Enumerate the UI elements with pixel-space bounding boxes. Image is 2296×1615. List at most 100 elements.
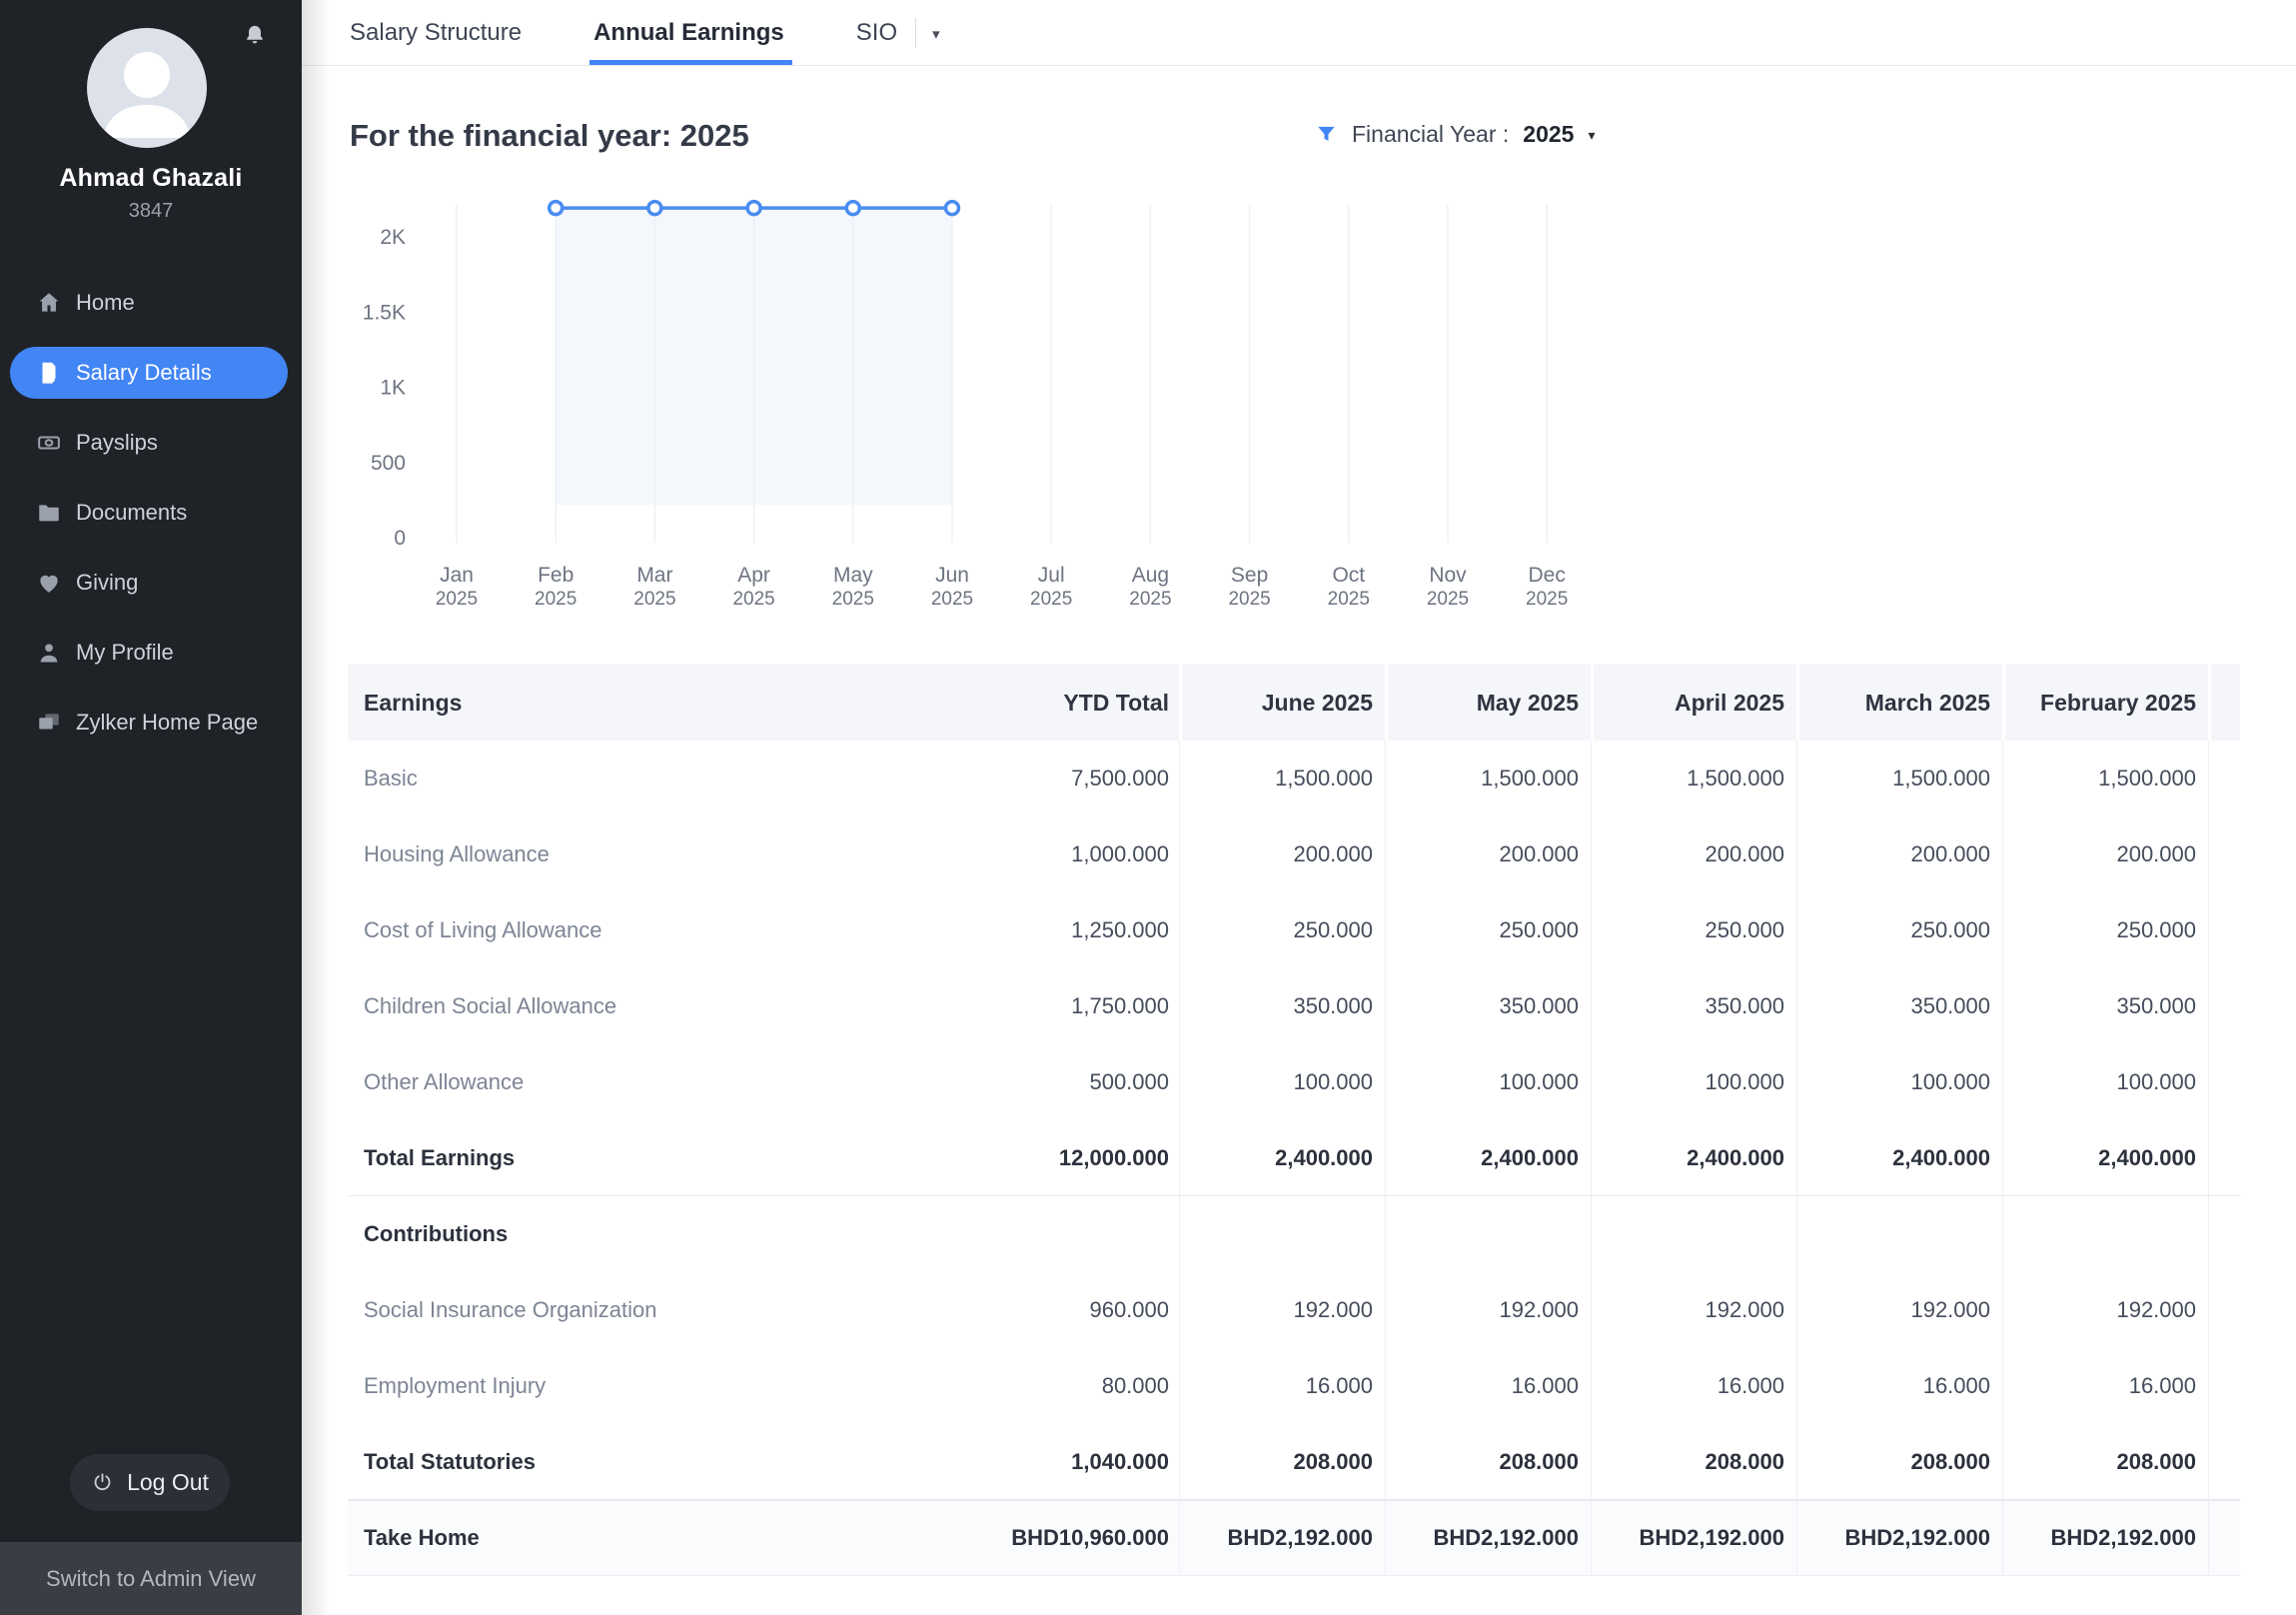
table-row: Cost of Living Allowance 1,250.000 250.000… — [348, 892, 2240, 968]
month-value — [1796, 1196, 2002, 1272]
row-label: Total Statutories — [364, 1448, 536, 1474]
month-value: 350.000 — [1591, 968, 1796, 1044]
my-profile-icon — [36, 640, 62, 666]
month-value: 100.000 — [1179, 1044, 1385, 1120]
column-header: May 2025 — [1385, 665, 1591, 741]
earnings-table-body: Basic 7,500.000 1,500.000 1,500.000 1,500.00… — [348, 741, 2240, 1576]
x-tick-month: Nov — [1429, 564, 1467, 587]
ytd-value: 1,040.000 — [1071, 1448, 1169, 1474]
row-label: Cost of Living Allowance — [364, 917, 602, 942]
row-sliver — [2208, 1120, 2240, 1195]
financial-year-filter[interactable]: Financial Year : 2025 ▾ — [1315, 121, 1595, 148]
x-tick-month: Sep — [1231, 564, 1268, 587]
y-tick-label: 1.5K — [363, 301, 406, 324]
data-point-marker — [844, 199, 862, 217]
month-value: 1,500.000 — [2002, 741, 2208, 816]
row-label: Take Home — [348, 1501, 1009, 1575]
y-tick-label: 500 — [371, 452, 406, 475]
zylker-home-icon — [36, 710, 62, 736]
ytd-value — [1009, 1196, 1179, 1272]
x-tick-year: 2025 — [931, 589, 973, 610]
sidebar: Ahmad Ghazali 3847 Home Salary Details P… — [0, 0, 302, 1615]
row-label: Children Social Allowance — [364, 993, 617, 1018]
month-value: 250.000 — [1591, 892, 1796, 968]
month-value: 350.000 — [2002, 968, 2208, 1044]
month-value: 250.000 — [1179, 892, 1385, 968]
row-label: Contributions — [364, 1221, 509, 1246]
sidebar-item-zylker-home-page[interactable]: Zylker Home Page — [0, 688, 302, 758]
x-tick-month: Jan — [440, 564, 474, 587]
y-tick-label: 2K — [380, 226, 406, 249]
sidebar-item-giving[interactable]: Giving — [0, 548, 302, 618]
filter-value: 2025 — [1523, 121, 1575, 147]
y-tick-label: 1K — [380, 377, 406, 400]
month-value: 2,400.000 — [1796, 1120, 2002, 1195]
tabs-dropdown-caret-icon[interactable]: ▾ — [932, 25, 940, 43]
x-tick-year: 2025 — [535, 589, 576, 610]
month-value: BHD2,192.000 — [1179, 1501, 1385, 1575]
switch-to-admin-view[interactable]: Switch to Admin View — [0, 1542, 302, 1615]
salary-details-icon — [36, 360, 62, 386]
data-point-marker — [547, 199, 565, 217]
month-value: 16.000 — [1796, 1348, 2002, 1424]
avatar — [87, 28, 207, 148]
x-tick-month: Jul — [1038, 564, 1065, 587]
month-value: 16.000 — [2002, 1348, 2208, 1424]
tab-salary-structure[interactable]: Salary Structure — [350, 0, 522, 65]
user-name: Ahmad Ghazali — [59, 164, 243, 192]
row-sliver — [2208, 1424, 2240, 1499]
sidebar-item-my-profile[interactable]: My Profile — [0, 618, 302, 688]
sidebar-item-label: Home — [76, 290, 135, 315]
row-label: Other Allowance — [364, 1069, 525, 1094]
tab-label: Annual Earnings — [593, 18, 784, 46]
month-value: 208.000 — [1796, 1424, 2002, 1499]
row-label: Social Insurance Organization — [364, 1297, 657, 1322]
column-header: Earnings — [348, 665, 1009, 741]
sidebar-item-label: My Profile — [76, 640, 174, 665]
column-header-sliver — [2208, 665, 2240, 741]
row-sliver — [2208, 1044, 2240, 1120]
notification-bell-icon[interactable] — [242, 22, 268, 50]
table-row: Contributions — [348, 1196, 2240, 1272]
tab-label: SIO — [855, 18, 898, 46]
table-row: Children Social Allowance 1,750.000 350.00… — [348, 968, 2240, 1044]
tab-annual-earnings[interactable]: Annual Earnings — [589, 0, 792, 65]
month-value: 16.000 — [1385, 1348, 1591, 1424]
data-point-marker — [745, 199, 762, 217]
month-value: 200.000 — [1385, 816, 1591, 892]
month-value: 200.000 — [1796, 816, 2002, 892]
month-value: 350.000 — [1385, 968, 1591, 1044]
ytd-value: 1,000.000 — [1071, 841, 1169, 866]
sidebar-item-label: Salary Details — [76, 360, 212, 385]
row-label: Total Earnings — [364, 1144, 516, 1170]
month-value: 1,500.000 — [1179, 741, 1385, 816]
row-sliver — [2208, 741, 2240, 816]
x-tick-year: 2025 — [1030, 589, 1072, 610]
x-tick-month: Feb — [538, 564, 574, 587]
month-value: 192.000 — [1179, 1272, 1385, 1348]
row-label: Employment Injury — [364, 1373, 547, 1398]
month-value — [1179, 1196, 1385, 1272]
sidebar-item-label: Zylker Home Page — [76, 710, 259, 735]
sidebar-item-salary-details[interactable]: Salary Details — [0, 338, 302, 408]
month-value — [1591, 1196, 1796, 1272]
tab-sio[interactable]: SIO — [856, 19, 897, 47]
month-value: 200.000 — [1591, 816, 1796, 892]
ytd-value: 12,000.000 — [1058, 1144, 1169, 1170]
month-value: 250.000 — [1796, 892, 2002, 968]
row-sliver — [2208, 816, 2240, 892]
month-value: 100.000 — [1796, 1044, 2002, 1120]
sidebar-item-payslips[interactable]: Payslips — [0, 408, 302, 478]
table-row: Other Allowance 500.000 100.000 100.000 100.… — [348, 1044, 2240, 1120]
month-value: 200.000 — [2002, 816, 2208, 892]
x-tick-month: Aug — [1132, 564, 1169, 587]
month-value: 100.000 — [2002, 1044, 2208, 1120]
column-header: June 2025 — [1179, 665, 1385, 741]
sidebar-item-documents[interactable]: Documents — [0, 478, 302, 548]
sidebar-item-home[interactable]: Home — [0, 268, 302, 338]
x-tick-year: 2025 — [832, 589, 874, 610]
y-tick-label: 0 — [394, 527, 406, 550]
logout-button[interactable]: Log Out — [70, 1454, 230, 1511]
ytd-value: 500.000 — [1089, 1069, 1169, 1094]
x-tick-month: May — [833, 564, 873, 587]
